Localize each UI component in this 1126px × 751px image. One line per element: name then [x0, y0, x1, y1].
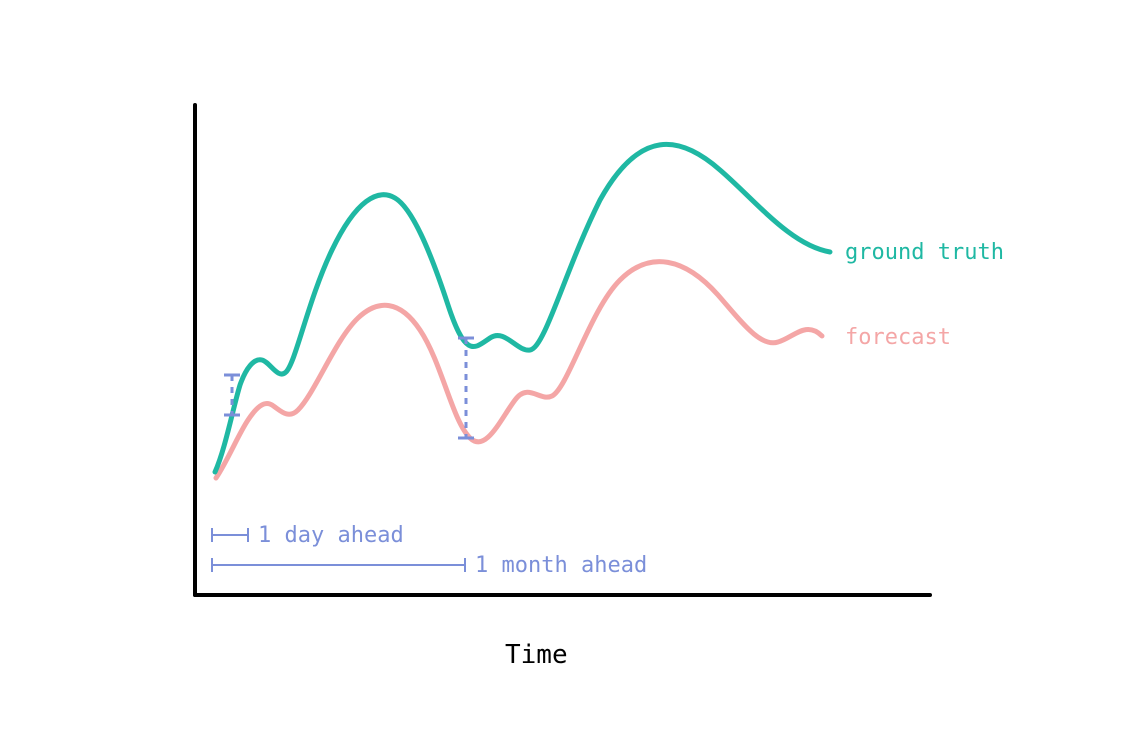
legend-ground-truth: ground truth	[845, 240, 1004, 265]
horizon-marker-day	[212, 528, 248, 542]
forecast-error-chart: ground truth forecast 1 day ahead 1 mont…	[0, 0, 1126, 751]
horizon-marker-month	[212, 558, 465, 572]
horizon-label-day: 1 day ahead	[258, 523, 404, 548]
series-forecast	[216, 262, 822, 478]
legend-forecast: forecast	[845, 325, 951, 350]
x-axis-label: Time	[505, 640, 568, 670]
chart-svg	[0, 0, 1126, 751]
series-ground-truth	[215, 144, 830, 472]
horizon-label-month: 1 month ahead	[475, 553, 647, 578]
